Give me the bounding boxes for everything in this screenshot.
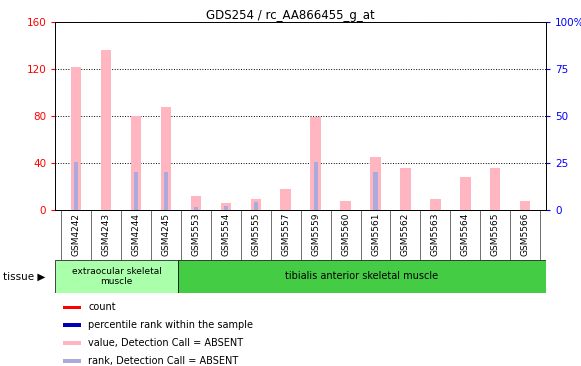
- Text: GSM5557: GSM5557: [281, 213, 290, 257]
- Bar: [63, 341, 81, 345]
- Bar: [520, 201, 530, 210]
- Text: GSM5555: GSM5555: [251, 213, 260, 257]
- Bar: [400, 168, 411, 210]
- Bar: [63, 323, 81, 327]
- Bar: [74, 162, 78, 210]
- Text: GSM5564: GSM5564: [461, 213, 470, 256]
- Text: GSM5563: GSM5563: [431, 213, 440, 257]
- Bar: [71, 67, 81, 210]
- Text: GSM5562: GSM5562: [401, 213, 410, 256]
- Bar: [370, 157, 381, 210]
- Bar: [281, 189, 291, 210]
- Text: GSM4245: GSM4245: [162, 213, 170, 256]
- Text: GSM5560: GSM5560: [341, 213, 350, 257]
- Bar: [164, 172, 168, 210]
- Text: percentile rank within the sample: percentile rank within the sample: [88, 320, 253, 330]
- Text: tibialis anterior skeletal muscle: tibialis anterior skeletal muscle: [285, 271, 439, 281]
- Text: GSM5566: GSM5566: [521, 213, 530, 257]
- Text: GSM5565: GSM5565: [491, 213, 500, 257]
- Bar: [340, 201, 351, 210]
- Bar: [178, 260, 546, 293]
- Text: count: count: [88, 302, 116, 313]
- Bar: [161, 107, 171, 210]
- Bar: [63, 359, 81, 363]
- Text: GSM4244: GSM4244: [131, 213, 141, 256]
- Bar: [191, 196, 201, 210]
- Text: value, Detection Call = ABSENT: value, Detection Call = ABSENT: [88, 338, 243, 348]
- Text: GSM5559: GSM5559: [311, 213, 320, 257]
- Bar: [460, 178, 471, 210]
- Text: extraocular skeletal
muscle: extraocular skeletal muscle: [71, 266, 162, 286]
- Bar: [63, 306, 81, 309]
- Bar: [430, 199, 440, 210]
- Text: GSM5561: GSM5561: [371, 213, 380, 257]
- Bar: [194, 207, 198, 210]
- Bar: [131, 116, 141, 210]
- Bar: [134, 172, 138, 210]
- Text: GSM5553: GSM5553: [191, 213, 200, 257]
- Text: GSM4242: GSM4242: [71, 213, 81, 256]
- Bar: [224, 206, 228, 210]
- Text: GSM5554: GSM5554: [221, 213, 230, 256]
- Text: rank, Detection Call = ABSENT: rank, Detection Call = ABSENT: [88, 356, 238, 366]
- Bar: [490, 168, 500, 210]
- Text: GDS254 / rc_AA866455_g_at: GDS254 / rc_AA866455_g_at: [206, 9, 375, 22]
- Text: GSM4243: GSM4243: [102, 213, 110, 256]
- Text: tissue ▶: tissue ▶: [3, 271, 45, 281]
- Bar: [101, 50, 112, 210]
- Bar: [250, 199, 261, 210]
- Bar: [221, 203, 231, 210]
- Bar: [55, 260, 178, 293]
- Bar: [314, 162, 318, 210]
- Bar: [310, 117, 321, 210]
- Bar: [254, 202, 258, 210]
- Bar: [374, 172, 378, 210]
